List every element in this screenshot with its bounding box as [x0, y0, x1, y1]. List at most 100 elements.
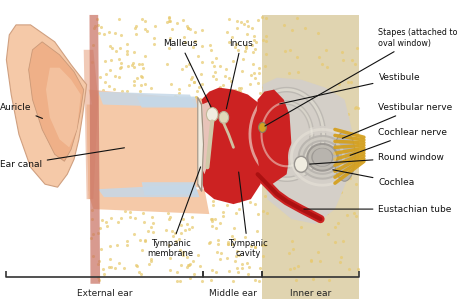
Point — [286, 48, 293, 52]
Point — [259, 85, 266, 90]
Point — [104, 179, 111, 184]
Point — [101, 59, 109, 64]
Point — [120, 187, 128, 192]
Point — [198, 27, 206, 32]
Point — [151, 195, 158, 200]
Polygon shape — [87, 104, 206, 199]
Polygon shape — [89, 15, 359, 299]
Point — [162, 227, 170, 232]
Point — [173, 198, 180, 203]
Point — [133, 32, 140, 37]
Point — [247, 72, 255, 77]
Point — [192, 105, 200, 110]
Point — [293, 15, 301, 20]
Point — [173, 100, 181, 105]
Point — [123, 242, 131, 247]
Point — [286, 267, 294, 272]
Point — [150, 35, 158, 40]
Point — [194, 53, 202, 58]
Point — [225, 39, 233, 44]
Point — [219, 214, 227, 219]
Point — [138, 93, 146, 98]
Point — [287, 123, 295, 128]
Point — [94, 274, 101, 279]
Point — [263, 52, 270, 57]
Point — [209, 216, 216, 221]
Point — [132, 262, 140, 267]
Polygon shape — [98, 184, 200, 197]
Point — [149, 230, 157, 234]
Point — [173, 278, 181, 283]
Ellipse shape — [219, 112, 228, 124]
Point — [233, 248, 241, 253]
Point — [346, 176, 354, 180]
Point — [210, 63, 218, 68]
Point — [111, 206, 119, 211]
Point — [171, 94, 179, 98]
Point — [95, 92, 103, 97]
Point — [297, 225, 304, 230]
Point — [95, 230, 102, 235]
Point — [164, 117, 172, 122]
Point — [303, 121, 310, 125]
Point — [143, 98, 151, 103]
Point — [215, 242, 222, 246]
Point — [136, 189, 143, 194]
Point — [189, 182, 197, 187]
Point — [200, 209, 208, 214]
Point — [347, 80, 355, 84]
Point — [335, 121, 342, 126]
Point — [348, 142, 356, 147]
Point — [352, 182, 360, 187]
Point — [224, 242, 232, 247]
Point — [90, 42, 97, 47]
Point — [187, 116, 194, 121]
Point — [101, 79, 109, 84]
Point — [344, 112, 351, 116]
Point — [224, 239, 232, 244]
Point — [192, 94, 200, 99]
Point — [110, 86, 118, 91]
Point — [293, 55, 301, 60]
Point — [245, 264, 253, 269]
Point — [179, 253, 186, 258]
Point — [210, 91, 218, 96]
Point — [217, 257, 224, 262]
Point — [259, 208, 267, 213]
Point — [262, 16, 269, 21]
Text: Stapes (attached to
oval window): Stapes (attached to oval window) — [265, 28, 458, 126]
Point — [225, 242, 232, 247]
Point — [99, 217, 106, 222]
Point — [322, 48, 329, 52]
Point — [307, 145, 315, 149]
Point — [213, 77, 220, 82]
Point — [132, 107, 139, 112]
Point — [185, 189, 193, 194]
Point — [219, 82, 227, 87]
Point — [137, 108, 144, 112]
Point — [198, 60, 206, 65]
Point — [293, 80, 301, 85]
Point — [188, 75, 196, 80]
Point — [183, 221, 191, 226]
Point — [193, 88, 201, 93]
Point — [235, 199, 243, 203]
Point — [223, 30, 231, 35]
Point — [337, 126, 345, 130]
Point — [145, 184, 153, 188]
Point — [106, 44, 114, 48]
Text: Eustachian tube: Eustachian tube — [304, 205, 452, 214]
Point — [150, 42, 158, 46]
Text: Cochlear nerve: Cochlear nerve — [350, 128, 447, 155]
Point — [147, 224, 155, 229]
Point — [106, 265, 113, 270]
Point — [123, 239, 131, 244]
Point — [133, 75, 141, 80]
Point — [289, 238, 296, 243]
Point — [191, 29, 199, 34]
Point — [250, 70, 257, 75]
Point — [95, 31, 103, 36]
Point — [171, 230, 179, 235]
Point — [321, 134, 328, 138]
Point — [148, 182, 156, 187]
